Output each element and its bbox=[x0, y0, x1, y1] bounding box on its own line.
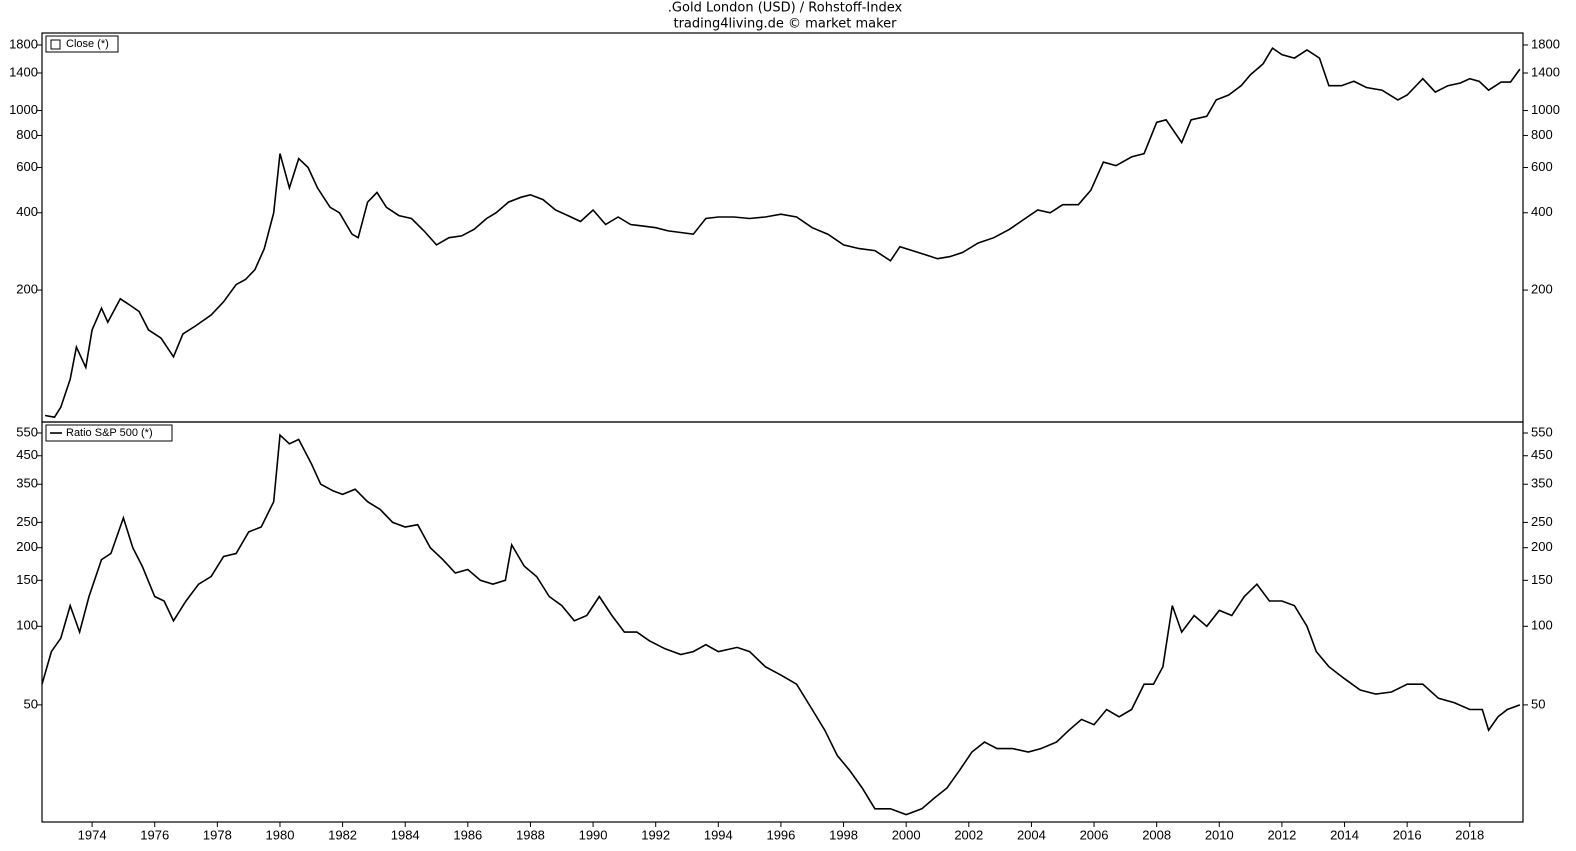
y-tick-label: 600 bbox=[1531, 159, 1553, 174]
y-tick-label: 600 bbox=[16, 159, 38, 174]
y-tick-label: 1400 bbox=[9, 64, 38, 79]
y-tick-label: 1400 bbox=[1531, 64, 1560, 79]
legend-label: Close (*) bbox=[66, 38, 109, 50]
x-tick-label: 2006 bbox=[1080, 827, 1109, 842]
y-tick-label: 400 bbox=[1531, 204, 1553, 219]
x-tick-label: 2014 bbox=[1330, 827, 1359, 842]
x-tick-label: 2018 bbox=[1455, 827, 1484, 842]
y-tick-label: 150 bbox=[1531, 572, 1553, 587]
y-tick-label: 400 bbox=[16, 204, 38, 219]
x-tick-label: 1994 bbox=[704, 827, 733, 842]
y-tick-label: 1800 bbox=[9, 36, 38, 51]
y-tick-label: 1000 bbox=[9, 102, 38, 117]
y-tick-label: 250 bbox=[16, 514, 38, 529]
y-tick-label: 450 bbox=[1531, 447, 1553, 462]
x-tick-label: 1986 bbox=[453, 827, 482, 842]
y-tick-label: 800 bbox=[1531, 127, 1553, 142]
y-tick-label: 50 bbox=[1531, 696, 1545, 711]
x-tick-label: 1982 bbox=[328, 827, 357, 842]
x-tick-label: 1998 bbox=[829, 827, 858, 842]
y-tick-label: 100 bbox=[16, 618, 38, 633]
x-tick-label: 1976 bbox=[140, 827, 169, 842]
x-tick-label: 2012 bbox=[1267, 827, 1296, 842]
y-tick-label: 450 bbox=[16, 447, 38, 462]
y-tick-label: 350 bbox=[1531, 476, 1553, 491]
y-tick-label: 250 bbox=[1531, 514, 1553, 529]
x-tick-label: 1978 bbox=[203, 827, 232, 842]
y-tick-label: 200 bbox=[1531, 539, 1553, 554]
x-tick-label: 1980 bbox=[266, 827, 295, 842]
legend-box bbox=[45, 35, 119, 53]
x-tick-label: 1996 bbox=[766, 827, 795, 842]
y-tick-label: 200 bbox=[1531, 282, 1553, 297]
legend-box bbox=[45, 424, 173, 442]
x-tick-label: 2016 bbox=[1393, 827, 1422, 842]
data-line bbox=[41, 433, 1521, 816]
x-tick-label: 1992 bbox=[641, 827, 670, 842]
legend-icon bbox=[50, 39, 61, 50]
y-tick-label: 550 bbox=[1531, 424, 1553, 439]
x-tick-label: 2008 bbox=[1142, 827, 1171, 842]
y-tick-label: 200 bbox=[16, 539, 38, 554]
chart-title: .Gold London (USD) / Rohstoff-Index bbox=[668, 1, 903, 16]
y-tick-label: 1000 bbox=[1531, 102, 1560, 117]
y-tick-label: 150 bbox=[16, 572, 38, 587]
x-tick-label: 2004 bbox=[1017, 827, 1046, 842]
y-tick-label: 50 bbox=[24, 696, 38, 711]
plot-frame bbox=[41, 421, 1524, 823]
x-tick-label: 1988 bbox=[516, 827, 545, 842]
y-tick-label: 800 bbox=[16, 127, 38, 142]
x-tick-label: 2000 bbox=[892, 827, 921, 842]
x-tick-label: 1974 bbox=[78, 827, 107, 842]
y-tick-label: 1800 bbox=[1531, 36, 1560, 51]
y-tick-label: 100 bbox=[1531, 618, 1553, 633]
y-tick-label: 350 bbox=[16, 476, 38, 491]
y-tick-label: 200 bbox=[16, 282, 38, 297]
data-line bbox=[44, 46, 1521, 419]
x-tick-label: 2010 bbox=[1205, 827, 1234, 842]
x-tick-label: 2002 bbox=[954, 827, 983, 842]
legend-label: Ratio S&P 500 (*) bbox=[66, 427, 153, 439]
x-tick-label: 1984 bbox=[391, 827, 420, 842]
x-tick-label: 1990 bbox=[579, 827, 608, 842]
plot-frame bbox=[41, 32, 1524, 423]
chart-subtitle: trading4living.de © market maker bbox=[673, 17, 897, 32]
y-tick-label: 550 bbox=[16, 424, 38, 439]
